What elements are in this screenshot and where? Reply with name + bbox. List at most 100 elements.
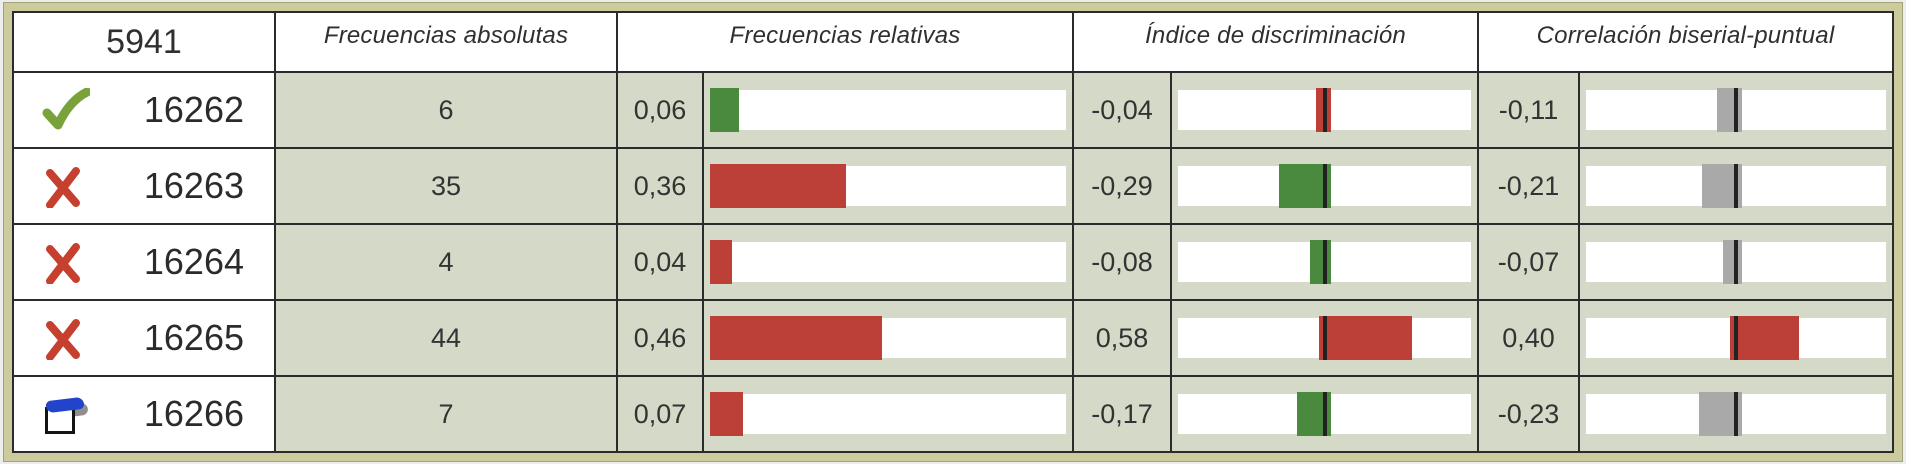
relative-frequency-bar-cell [704,225,1072,299]
item-analysis-table: 5941 Frecuencias absolutas Frecuencias r… [12,11,1894,453]
biserial-correlation-value: -0,21 [1497,170,1560,201]
column-header-discrimination-index: Índice de discriminación [1074,13,1477,71]
bar-track [1586,316,1886,360]
cross-icon [46,243,80,284]
absolute-frequency-value: 4 [438,246,454,277]
discrimination-index-value: -0,17 [1091,398,1153,429]
bar-track [1178,392,1471,436]
discrimination-index-value: 0,58 [1095,322,1149,353]
answer-id: 16263 [143,165,244,206]
absolute-frequency-value: 7 [438,398,454,429]
frequency-bar [710,164,847,208]
frequency-bar [710,316,882,360]
wrong-answer-icon [42,240,90,284]
relative-frequency-bar-cell [704,301,1072,375]
discrimination-bar-cell [1172,301,1477,375]
biserial-bar-cell [1580,225,1892,299]
bar-track [710,392,1066,436]
check-icon [42,88,90,130]
answer-row-header: 16262 [14,73,274,147]
biserial-bar-cell [1580,149,1892,223]
biserial-bar-cell [1580,377,1892,451]
zero-marker [1734,316,1738,360]
wrong-answer-icon [42,316,90,360]
answer-id: 16265 [143,317,244,358]
relative-frequency-bar-cell [704,73,1072,147]
zero-marker [1322,316,1327,360]
bar-track [1586,88,1886,132]
biserial-correlation-value: 0,40 [1502,322,1555,353]
relative-frequency-value: 0,36 [633,170,687,201]
discrimination-index-value: -0,04 [1091,94,1153,125]
absolute-frequency-value: 35 [430,170,462,201]
relative-frequency-value: 0,04 [633,246,687,277]
zero-marker [1734,164,1738,208]
column-header-label: Correlación biserial-puntual [1536,22,1835,49]
wrong-answer-icon [42,164,90,208]
zero-marker [1322,164,1327,208]
item-id-header: 5941 [14,13,274,71]
bar-track [710,240,1066,284]
discrimination-bar [1279,164,1331,208]
column-header-label: Índice de discriminación [1145,22,1406,49]
discrimination-index-value: -0,08 [1091,246,1153,277]
frequency-bar [710,240,733,284]
zero-marker [1734,392,1738,436]
bar-track [1178,316,1471,360]
column-header-relative-frequencies: Frecuencias relativas [618,13,1072,71]
column-header-label: Frecuencias absolutas [323,22,569,49]
relative-frequency-bar-cell [704,377,1072,451]
biserial-correlation-value: -0,11 [1498,94,1559,125]
blank-answer-row-icon [42,392,90,436]
discrimination-bar [1318,316,1413,360]
biserial-correlation-value: -0,23 [1497,398,1560,429]
answer-row-header: 16266 [14,377,274,451]
answer-id: 16266 [143,393,244,434]
discrimination-bar-cell [1172,73,1477,147]
bar-track [1586,392,1886,436]
relative-frequency-value: 0,07 [633,398,687,429]
answer-row-header: 16263 [14,149,274,223]
frequency-bar [710,88,740,132]
column-header-absolute-frequencies: Frecuencias absolutas [276,13,616,71]
relative-frequency-value: 0,46 [633,322,687,353]
discrimination-bar-cell [1172,225,1477,299]
column-header-biserial-correlation: Correlación biserial-puntual [1479,13,1892,71]
blank-answer-icon [42,396,90,434]
answer-row-header: 16264 [14,225,274,299]
relative-frequency-value: 0,06 [633,94,687,125]
frequency-bar [710,392,743,436]
biserial-bar [1730,316,1799,360]
zero-marker [1322,88,1327,132]
column-header-label: Frecuencias relativas [729,22,961,49]
absolute-frequency-value: 44 [430,322,462,353]
bar-track [1178,164,1471,208]
item-analysis-table-frame: 5941 Frecuencias absolutas Frecuencias r… [3,2,1903,462]
answer-row-header: 16265 [14,301,274,375]
biserial-bar-cell [1580,73,1892,147]
answer-id: 16264 [143,241,244,282]
biserial-bar-cell [1580,301,1892,375]
cross-icon [46,167,80,208]
bar-track [710,88,1066,132]
bar-track [1178,240,1471,284]
correct-answer-icon [42,88,90,132]
bar-track [1586,240,1886,284]
biserial-bar [1716,88,1742,132]
cross-icon [46,319,80,360]
zero-marker [1322,392,1327,436]
discrimination-bar [1309,240,1331,284]
bar-track [710,316,1066,360]
zero-marker [1322,240,1327,284]
bar-track [710,164,1066,208]
bar-track [1586,164,1886,208]
discrimination-index-value: -0,29 [1091,170,1153,201]
biserial-bar [1722,240,1742,284]
relative-frequency-bar-cell [704,149,1072,223]
discrimination-bar-cell [1172,149,1477,223]
zero-marker [1734,88,1738,132]
zero-marker [1734,240,1738,284]
answer-id: 16262 [143,89,244,130]
discrimination-bar-cell [1172,377,1477,451]
biserial-correlation-value: -0,07 [1497,246,1560,277]
